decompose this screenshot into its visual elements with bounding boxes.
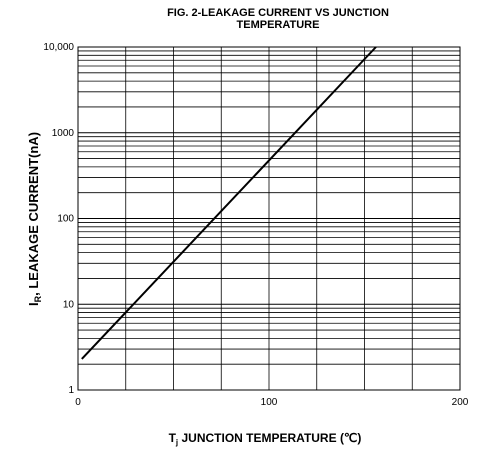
x-axis-label-text: JUNCTION TEMPERATURE (℃) (178, 431, 361, 445)
y-axis-label-text: , LEAKAGE CURRENT(nA) (26, 132, 41, 296)
y-tick-label: 100 (57, 214, 74, 225)
y-axis-label-subscript: R (33, 295, 43, 302)
y-axis-label-main: I (26, 302, 41, 306)
x-tick-label: 0 (75, 397, 81, 408)
y-tick-labels: 1 10 100 1000 10,000 (43, 42, 74, 396)
y-tick-label: 10 (63, 299, 75, 310)
x-axis-label: Tj JUNCTION TEMPERATURE (℃) (169, 431, 362, 447)
x-tick-label: 200 (452, 397, 469, 408)
y-tick-label: 1000 (52, 128, 75, 139)
y-tick-label: 10,000 (43, 42, 74, 53)
y-tick-label: 1 (68, 385, 74, 396)
x-axis-label-subscript: j (175, 438, 178, 447)
plot-frame (77, 46, 461, 391)
series-line (81, 46, 377, 360)
chart-title-line-2: TEMPERATURE (237, 19, 320, 31)
x-axis-label-main: T (169, 431, 177, 445)
grid (78, 47, 460, 390)
chart-title-line-1: FIG. 2-LEAKAGE CURRENT VS JUNCTION (167, 7, 389, 19)
y-axis-label: IR, LEAKAGE CURRENT(nA) (26, 132, 43, 306)
x-tick-label: 100 (261, 397, 278, 408)
x-tick-labels: 0 100 200 (75, 397, 469, 408)
series (81, 46, 377, 360)
